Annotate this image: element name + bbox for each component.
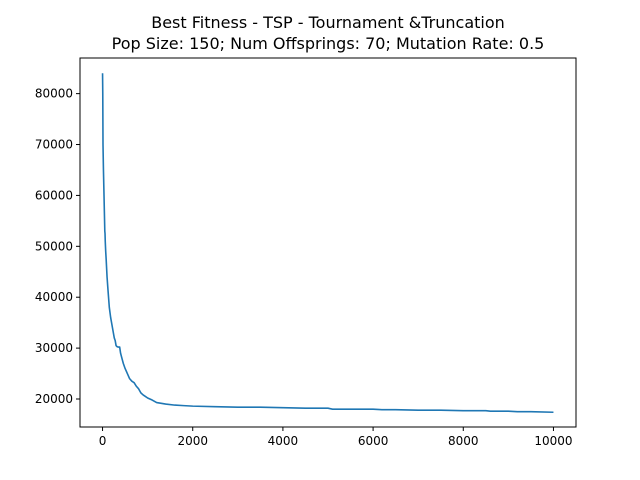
y-tick-label: 20000	[35, 392, 73, 406]
y-tick-label: 60000	[35, 188, 73, 202]
y-tick-label: 80000	[35, 87, 73, 101]
axes-frame	[79, 57, 577, 428]
x-tick-label: 10000	[534, 434, 572, 448]
y-tick-label: 40000	[35, 290, 73, 304]
y-tick-label: 50000	[35, 239, 73, 253]
y-tick-label: 70000	[35, 138, 73, 152]
x-tick-label: 6000	[358, 434, 389, 448]
x-tick-label: 4000	[268, 434, 299, 448]
chart-title: Best Fitness - TSP - Tournament &Truncat…	[151, 13, 505, 32]
series-line-0	[101, 73, 554, 414]
x-tick-label: 2000	[177, 434, 208, 448]
y-tick-label: 30000	[35, 341, 73, 355]
chart-subtitle: Pop Size: 150; Num Offsprings: 70; Mutat…	[112, 34, 545, 53]
x-tick-label: 0	[99, 434, 107, 448]
x-tick-label: 8000	[448, 434, 479, 448]
plot-area: 0 2000 4000 6000 8000 10000 20000 30000 40000 500…	[35, 73, 573, 448]
